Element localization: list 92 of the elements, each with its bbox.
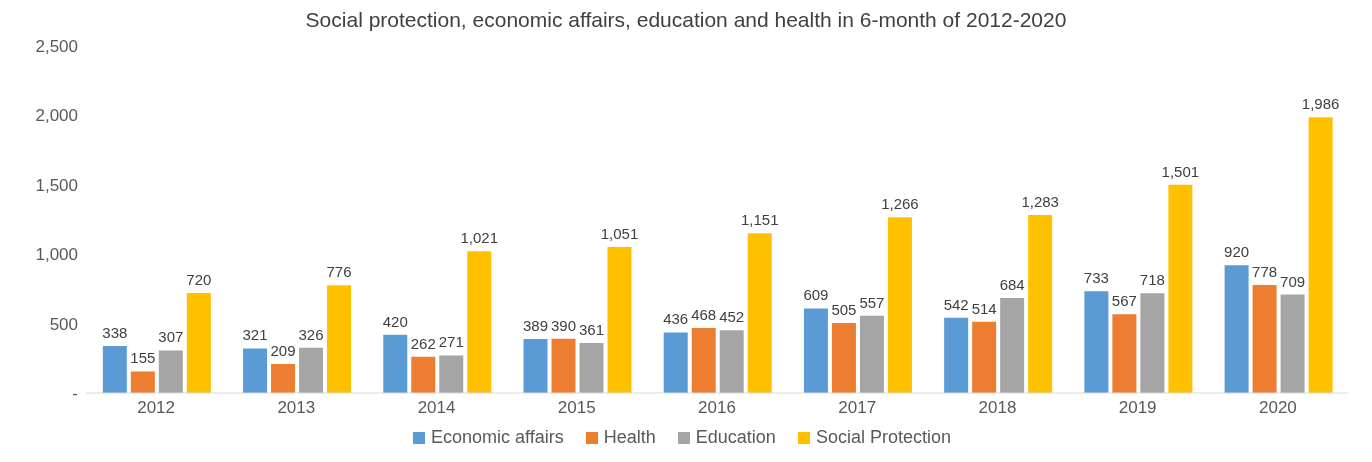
- data-label: 920: [1224, 243, 1250, 261]
- bar: [327, 285, 352, 393]
- y-tick-label: 1,500: [35, 175, 78, 195]
- data-label: 505: [831, 300, 857, 318]
- bar: [1280, 294, 1305, 393]
- bar: [523, 339, 548, 393]
- data-label: 1,051: [600, 225, 639, 243]
- bar: [663, 332, 688, 393]
- bar: [887, 217, 912, 393]
- data-label: 1,986: [1301, 95, 1340, 113]
- bar: [243, 348, 268, 393]
- data-label: 155: [130, 349, 156, 367]
- data-label: 307: [158, 328, 184, 346]
- data-label: 1,501: [1161, 162, 1200, 180]
- bar: [102, 346, 127, 393]
- data-label: 720: [186, 271, 212, 289]
- bar: [803, 308, 828, 393]
- x-tick-label: 2017: [838, 398, 877, 418]
- data-label: 321: [242, 326, 268, 344]
- y-tick-label: -: [72, 384, 78, 404]
- bar: [158, 350, 183, 393]
- bar: [439, 355, 464, 393]
- y-tick-label: 500: [49, 314, 78, 334]
- data-label: 567: [1111, 292, 1137, 310]
- bar: [1112, 314, 1137, 393]
- bar: [719, 330, 744, 393]
- bar: [1084, 291, 1109, 393]
- bar: [411, 356, 436, 393]
- data-label: 338: [102, 324, 128, 342]
- data-label: 326: [298, 325, 324, 343]
- bar: [579, 342, 604, 393]
- x-tick-label: 2018: [978, 398, 1017, 418]
- data-label: 718: [1139, 271, 1165, 289]
- data-label: 452: [719, 308, 745, 326]
- y-tick-label: 1,000: [35, 245, 78, 265]
- data-label: 262: [410, 334, 436, 352]
- data-label: 271: [438, 333, 464, 351]
- data-label: 420: [382, 312, 408, 330]
- x-tick-label: 2012: [137, 398, 176, 418]
- data-label: 542: [943, 295, 969, 313]
- x-tick-label: 2019: [1118, 398, 1157, 418]
- bar: [1140, 293, 1165, 393]
- data-label: 684: [999, 276, 1025, 294]
- legend-label: Health: [603, 427, 656, 448]
- bar: [1028, 214, 1053, 393]
- data-label: 1,021: [460, 229, 499, 247]
- data-label: 709: [1280, 272, 1306, 290]
- bar: [1252, 285, 1277, 393]
- bar: [972, 321, 997, 393]
- data-label: 1,266: [881, 195, 919, 213]
- bar: [551, 338, 576, 393]
- y-tick-label: 2,500: [35, 37, 78, 57]
- bar: [1224, 265, 1249, 393]
- bar: [130, 371, 155, 393]
- legend-label: Economic affairs: [431, 427, 564, 448]
- bar: [944, 317, 969, 393]
- bar: [186, 293, 211, 393]
- x-tick-label: 2013: [277, 398, 316, 418]
- data-label: 514: [971, 299, 997, 317]
- data-label: 390: [550, 316, 577, 334]
- bar: [831, 322, 856, 393]
- data-label: 733: [1083, 269, 1109, 287]
- bar: [691, 328, 716, 393]
- bar: [271, 363, 296, 393]
- bar: [1000, 298, 1025, 393]
- bar: [1168, 184, 1193, 393]
- data-label: 468: [691, 306, 717, 324]
- bar: [467, 251, 492, 393]
- data-label: 209: [270, 341, 296, 359]
- data-label: 1,151: [740, 211, 779, 229]
- bar: [747, 233, 772, 393]
- data-label: 389: [522, 317, 549, 335]
- data-label: 361: [578, 320, 605, 338]
- data-label: 557: [859, 293, 885, 311]
- x-tick-label: 2020: [1258, 398, 1297, 418]
- x-tick-label: 2016: [698, 398, 736, 418]
- bar: [383, 334, 408, 393]
- data-label: 436: [663, 310, 689, 328]
- x-tick-label: 2014: [417, 398, 456, 418]
- chart-title: Social protection, economic affairs, education and health in 6-month of 2012-2020: [304, 8, 1068, 33]
- y-tick-label: 2,000: [35, 106, 78, 126]
- bar: [1308, 117, 1333, 393]
- x-tick-label: 2015: [557, 398, 596, 418]
- data-label: 778: [1252, 263, 1278, 281]
- legend-label: Education: [695, 427, 776, 448]
- legend-label: Social Protection: [815, 427, 951, 448]
- bar: [607, 247, 632, 393]
- bar: [299, 347, 324, 393]
- data-label: 776: [326, 263, 352, 281]
- data-label: 1,283: [1021, 192, 1059, 210]
- bar: [859, 315, 884, 393]
- data-label: 609: [803, 286, 829, 304]
